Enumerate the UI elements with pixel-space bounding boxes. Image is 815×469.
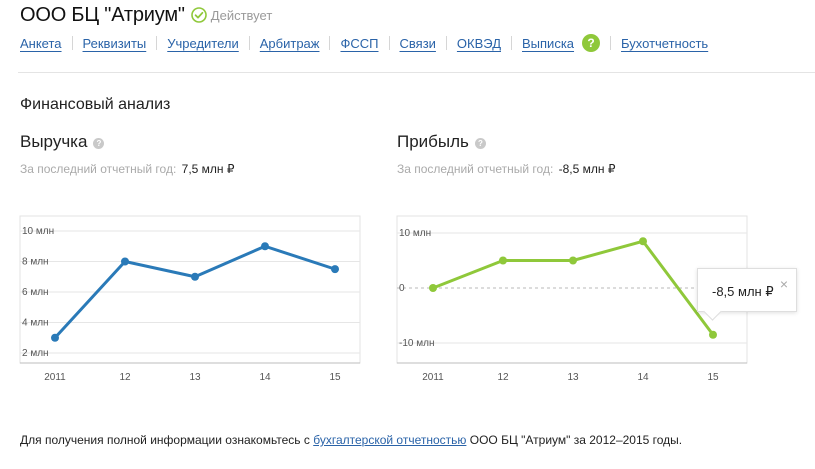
data-point[interactable] (709, 330, 717, 339)
y-tick-label: 6 млн (22, 287, 49, 298)
header-divider (18, 72, 815, 73)
status-indicator: Действует (190, 7, 273, 23)
question-icon[interactable]: ? (474, 137, 486, 149)
close-icon[interactable]: × (779, 276, 788, 292)
tab-bar: Анкета Реквизиты Учредители Арбитраж ФСС… (20, 34, 708, 52)
profit-panel: Прибыль ? За последний отчетный год: -8,… (397, 132, 757, 176)
profit-title-text: Прибыль (397, 132, 469, 151)
y-tick-label: 10 млн (399, 228, 431, 239)
header: ООО БЦ "Атриум" Действует (20, 2, 272, 28)
profit-last-year-value: -8,5 млн ₽ (558, 162, 616, 176)
revenue-chart: 2 млн 4 млн 6 млн 8 млн 10 млн 2011 12 13 14 15 (19, 215, 361, 383)
tab-separator (71, 36, 73, 50)
data-point[interactable] (639, 237, 647, 246)
profit-tooltip: -8,5 млн ₽ × (697, 268, 797, 321)
y-tick-label: 2 млн (22, 348, 49, 359)
data-point[interactable] (261, 242, 269, 251)
y-tick-label: 8 млн (22, 257, 49, 268)
profit-last-year: За последний отчетный год: -8,5 млн ₽ (397, 162, 757, 176)
revenue-last-year-label: За последний отчетный год: (20, 162, 177, 176)
tab-separator (445, 36, 447, 50)
help-badge[interactable]: ? (582, 34, 601, 52)
y-tick-label: -10 млн (399, 338, 434, 349)
check-circle-icon (190, 7, 207, 23)
tab-arbitrazh[interactable]: Арбитраж (259, 35, 320, 51)
footer-suffix: ООО БЦ "Атриум" за 2012–2015 годы. (466, 433, 683, 447)
data-point[interactable] (499, 256, 507, 265)
section-title: Финансовый анализ (20, 96, 171, 113)
status-text: Действует (210, 7, 273, 23)
data-point[interactable] (121, 257, 129, 266)
data-point[interactable] (429, 284, 437, 292)
tab-separator (610, 36, 612, 50)
tab-buhotchetnost[interactable]: Бухотчетность (621, 35, 709, 51)
tab-svyazi[interactable]: Связи (399, 35, 436, 51)
x-tick-label: 13 (189, 372, 201, 383)
tab-uchrediteli[interactable]: Учредители (167, 35, 239, 51)
x-tick-label: 13 (567, 372, 579, 383)
x-tick-label: 2011 (422, 372, 444, 383)
revenue-title: Выручка ? (20, 132, 380, 152)
chart-frame (396, 215, 748, 364)
data-point[interactable] (51, 333, 59, 342)
chart-frame (19, 215, 361, 364)
tab-okved[interactable]: ОКВЭД (456, 35, 501, 51)
x-tick-label: 12 (497, 372, 509, 383)
data-point[interactable] (569, 256, 577, 265)
tab-separator (388, 36, 390, 50)
company-name: ООО БЦ "Атриум" (20, 3, 185, 26)
profit-chart: -10 млн 0 10 млн 2011 12 13 14 15 (396, 215, 748, 383)
x-tick-label: 15 (707, 372, 719, 383)
profit-last-year-label: За последний отчетный год: (397, 162, 554, 176)
data-point[interactable] (331, 265, 339, 274)
x-tick-label: 2011 (44, 372, 66, 383)
revenue-last-year-value: 7,5 млн ₽ (181, 162, 235, 176)
tab-anketa[interactable]: Анкета (20, 35, 62, 51)
tab-fssp[interactable]: ФССП (340, 35, 379, 51)
footer-prefix: Для получения полной информации ознакомь… (20, 433, 314, 447)
data-point[interactable] (191, 272, 199, 281)
tab-separator (156, 36, 158, 50)
footer-note: Для получения полной информации ознакомь… (20, 433, 682, 447)
tab-separator (511, 36, 512, 50)
revenue-title-text: Выручка (20, 132, 88, 151)
tooltip-value: -8,5 млн ₽ (712, 284, 774, 299)
x-tick-label: 14 (259, 372, 271, 383)
revenue-panel: Выручка ? За последний отчетный год: 7,5… (20, 132, 380, 176)
tab-rekvizity[interactable]: Реквизиты (82, 35, 147, 51)
tab-separator (329, 36, 331, 50)
tab-vypiska[interactable]: Выписка (522, 35, 575, 51)
y-tick-label: 4 млн (22, 318, 49, 329)
y-tick-label: 0 (399, 283, 405, 294)
x-tick-label: 15 (329, 372, 341, 383)
profit-title: Прибыль ? (397, 132, 757, 152)
x-tick-label: 14 (637, 372, 649, 383)
accounting-report-link[interactable]: бухгалтерской отчетностью (313, 433, 467, 447)
y-tick-label: 10 млн (22, 226, 54, 237)
x-tick-label: 12 (119, 372, 131, 383)
revenue-last-year: За последний отчетный год: 7,5 млн ₽ (20, 162, 380, 176)
tab-separator (248, 36, 250, 50)
question-icon[interactable]: ? (93, 137, 105, 149)
